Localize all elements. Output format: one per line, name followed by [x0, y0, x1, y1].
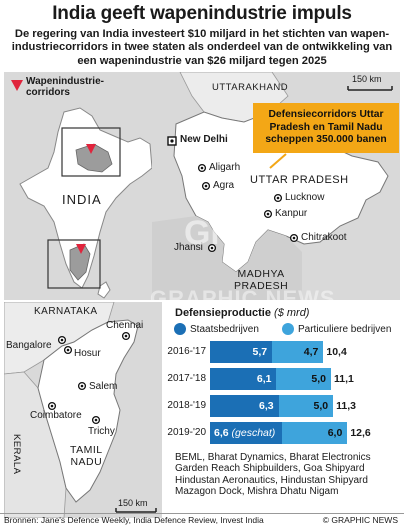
year-label: 2018-'19: [167, 400, 206, 411]
chart-title-text: Defensieproductie: [175, 307, 271, 319]
madhya-pradesh-label: MADHYA PRADESH: [234, 268, 288, 292]
kerala-label: KERALA: [11, 434, 22, 475]
city-lucknow: Lucknow: [285, 192, 325, 203]
madhya-pradesh-line2: PRADESH: [234, 280, 289, 292]
footer-divider: [0, 513, 404, 514]
bar-total: 11,1: [333, 373, 354, 385]
bar-private: 5,0: [278, 395, 334, 417]
chart-unit: ($ mrd): [274, 307, 310, 319]
bar-total: 12,6: [350, 427, 371, 439]
city-bangalore: Bangalore: [6, 340, 52, 351]
bar-private: 5,0: [276, 368, 331, 390]
bar-state-value: 6,6: [214, 427, 232, 439]
bar-state: 6,6 (geschat): [210, 422, 282, 444]
city-jhansi: Jhansi: [174, 242, 203, 253]
callout-line2: Pradesh en Tamil Nadu: [269, 121, 383, 133]
chart-title: Defensieproductie ($ mrd): [175, 307, 309, 319]
city-agra: Agra: [213, 180, 235, 191]
uttar-pradesh-label: UTTAR PRADESH: [250, 174, 349, 186]
india-map-svg: [11, 80, 152, 299]
page-subtitle: De regering van India investeert $10 mil…: [11, 28, 393, 67]
callout-line1: Defensiecorridors Uttar: [268, 109, 384, 120]
legend-dot-private: [282, 323, 294, 335]
legend-dot-state: [174, 323, 186, 335]
tamil-nadu-line1: TAMIL: [70, 444, 103, 456]
watermark-gn: GN: [184, 214, 235, 252]
up-scale-label: 150 km: [352, 74, 382, 84]
city-kanpur: Kanpur: [275, 208, 308, 219]
legend-label: Wapenindustrie- corridors: [26, 76, 104, 98]
city-new-delhi: New Delhi: [180, 134, 228, 145]
sources-text: Bronnen: Jane's Defence Weekly, India De…: [4, 515, 264, 525]
city-trichy: Trichy: [88, 426, 115, 437]
callout-pointer: [269, 153, 287, 169]
credit-text: © GRAPHIC NEWS: [322, 515, 398, 525]
corridor-marker-up: [86, 144, 96, 154]
up-highlight: [75, 143, 113, 173]
bar-private: 4,7: [272, 341, 324, 363]
legend-marker-icon: [11, 80, 23, 91]
legend-private-label: Particuliere bedrijven: [298, 324, 392, 335]
city-aligarh: Aligarh: [209, 162, 241, 173]
tamil-nadu-map: KARNATAKA KERALA TAMIL NADU Chennai Bang…: [4, 302, 162, 518]
city-coimbatore: Coimbatore: [30, 410, 82, 421]
year-label: 2017-'18: [167, 373, 206, 384]
delhi-capital-dot: [170, 139, 174, 143]
legend-label-line1: Wapenindustrie-: [26, 76, 104, 87]
tn-scale-label: 150 km: [118, 498, 148, 508]
india-overview-map: Wapenindustrie- corridors INDIA: [4, 72, 152, 300]
corridor-jobs-callout: Defensiecorridors Uttar Pradesh en Tamil…: [253, 103, 399, 153]
madhya-pradesh-region: [152, 216, 302, 300]
bar-total: 11,3: [336, 400, 357, 412]
callout-line3: scheppen 350.000 banen: [265, 134, 387, 145]
tamil-nadu-label: TAMIL NADU: [70, 444, 103, 468]
tn-map-svg: [4, 302, 157, 518]
india-landmass: [19, 107, 152, 289]
bar-total: 10,4: [326, 346, 347, 358]
bar-private: 6,0: [281, 422, 348, 444]
corridor-marker-tn: [76, 244, 86, 254]
estimate-annotation: (geschat): [231, 427, 276, 439]
legend-label-line2: corridors: [26, 87, 70, 98]
india-label: INDIA: [62, 192, 102, 207]
tamil-nadu-line2: NADU: [70, 456, 103, 468]
madhya-pradesh-line1: MADHYA: [237, 268, 285, 280]
legend-state-label: Staatsbedrijven: [190, 324, 259, 335]
company-list: BEML, Bharat Dynamics, Bharat Electronic…: [175, 452, 371, 498]
year-label: 2016-'17: [167, 346, 206, 357]
year-label: 2019-'20: [167, 427, 206, 438]
city-hosur: Hosur: [74, 348, 101, 359]
sri-lanka: [97, 281, 111, 299]
karnataka-label: KARNATAKA: [34, 306, 98, 317]
tn-city-dots: [47, 331, 131, 425]
page-title: India geeft wapenindustrie impuls: [52, 3, 352, 24]
tamil-nadu-state: [37, 319, 139, 503]
uttarakhand-label: UTTARAKHAND: [212, 82, 289, 93]
city-dots: [197, 163, 299, 253]
bar-state: 6,3: [210, 395, 279, 417]
bar-state: 6,1: [210, 368, 277, 390]
city-chennai: Chennai: [106, 320, 144, 331]
tn-inset-frame: [47, 239, 101, 289]
up-inset-frame: [61, 127, 121, 177]
city-chitrakoot: Chitrakoot: [301, 232, 347, 243]
bar-state: 5,7: [210, 341, 273, 363]
city-salem: Salem: [89, 381, 118, 392]
